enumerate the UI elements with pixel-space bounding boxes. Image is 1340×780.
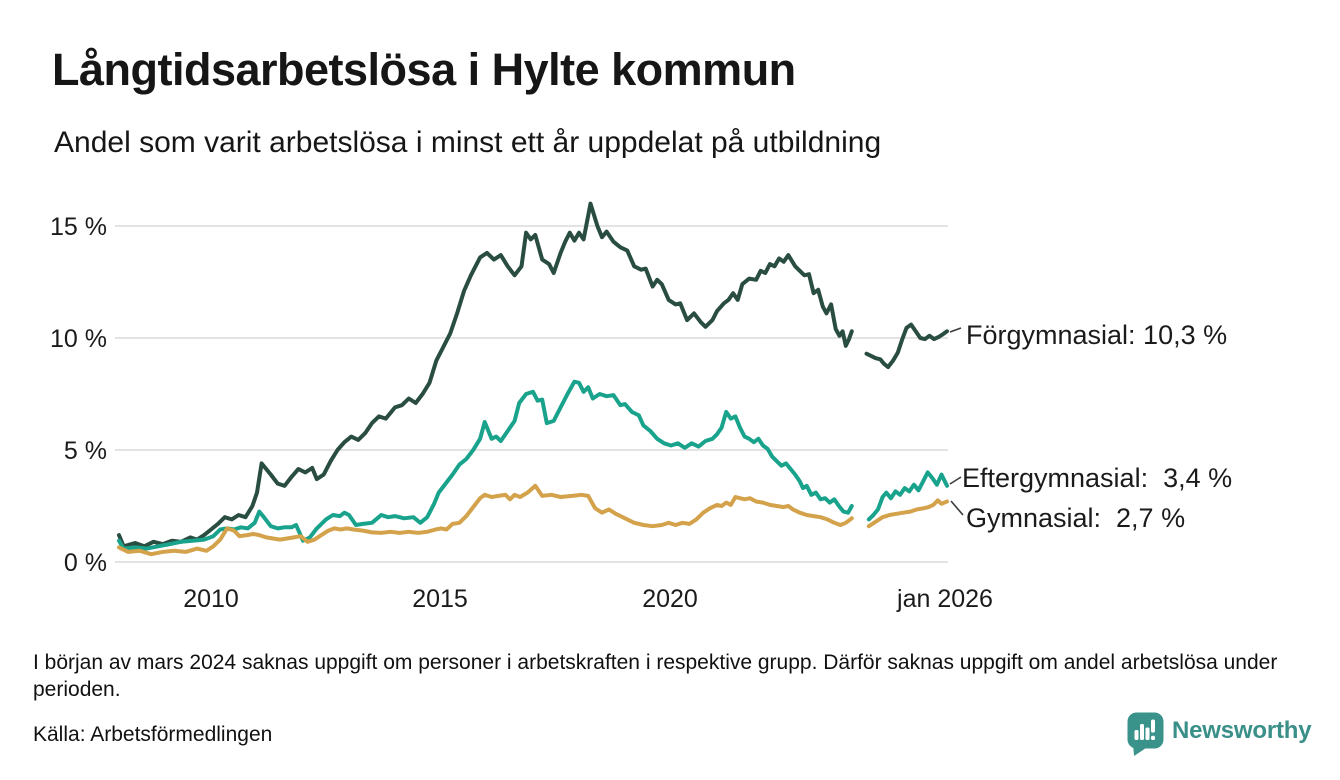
logo-bubble-tail (1133, 743, 1146, 756)
x-tick-jan-2026: jan 2026 (897, 585, 993, 613)
gridlines (115, 225, 948, 563)
y-tick-10: 10 % (50, 325, 107, 353)
y-tick-5: 5 % (63, 437, 107, 465)
page-title: Långtidsarbetslösa i Hylte kommun (52, 44, 796, 95)
newsworthy-logo-icon (1127, 712, 1164, 756)
series-line-eftergymnasial (117, 379, 854, 551)
newsworthy-logo-text: Newsworthy (1172, 717, 1312, 744)
label-connector-forgymnasial (949, 327, 962, 333)
series-line-forgymnasial (864, 322, 949, 370)
label-connector-eftergymnasial (949, 476, 962, 485)
page-subtitle: Andel som varit arbetslösa i minst ett å… (54, 126, 882, 159)
series-line-gymnasial (117, 483, 854, 557)
y-tick-15: 15 % (50, 213, 107, 241)
y-tick-0: 0 % (63, 549, 107, 577)
series-line-forgymnasial (117, 201, 854, 549)
label-connector-gymnasial (950, 500, 964, 516)
footnote-text: I början av mars 2024 saknas uppgift om … (33, 651, 1278, 701)
line-chart (115, 201, 964, 563)
series-lines (117, 201, 949, 557)
series-line-gymnasial (866, 498, 949, 529)
x-tick-2020: 2020 (642, 585, 698, 613)
series-label-gymnasial: Gymnasial: 2,7 % (966, 503, 1186, 533)
x-tick-2010: 2010 (183, 585, 239, 613)
x-tick-2015: 2015 (412, 585, 468, 613)
source-label: Källa: Arbetsförmedlingen (33, 723, 273, 746)
series-line-eftergymnasial (866, 470, 949, 522)
series-label-forgymnasial: Förgymnasial: 10,3 % (966, 320, 1228, 350)
series-label-eftergymnasial: Eftergymnasial: 3,4 % (962, 463, 1233, 493)
